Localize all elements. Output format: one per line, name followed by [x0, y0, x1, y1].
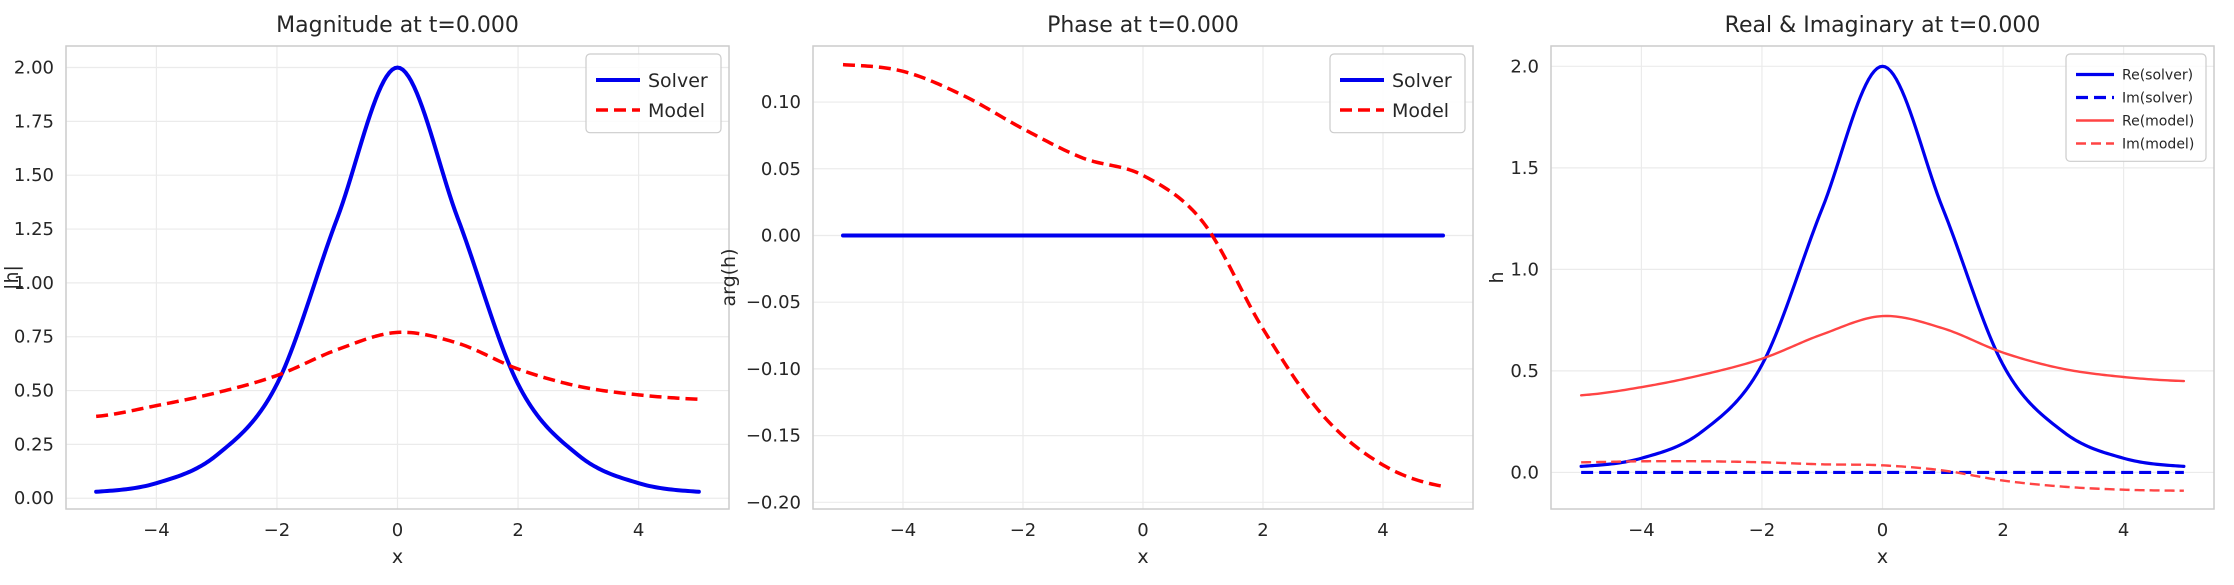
y-tick-label: −0.15 — [746, 426, 801, 447]
y-tick-label: 0.0 — [1510, 462, 1539, 483]
legend-label: Model — [648, 100, 705, 122]
y-tick-label: 1.00 — [14, 273, 54, 294]
legend: Re(solver) Im(solver) Re(model) Im(model) — [2065, 53, 2207, 162]
plot-frame — [812, 45, 1474, 510]
y-tick-label: 0.5 — [1510, 361, 1539, 382]
x-tick-label: −4 — [143, 520, 170, 541]
series-line-model — [842, 62, 1444, 489]
x-tick-label: −2 — [1010, 520, 1037, 541]
x-axis-label: x — [392, 546, 403, 568]
chart-panel-3: −4 −2 0 2 4 0.0 0.5 1.0 1.5 2.0 x h Real & Imaginary… — [1486, 13, 2215, 568]
legend-box — [2065, 53, 2207, 162]
x-axis-label: x — [1877, 546, 1888, 568]
chart-panel-1: −4 −2 0 2 4 0.00 0.25 0.50 0.75 1.00 1.25 1.50 1.75 2… — [1, 13, 730, 568]
x-tick-label: −2 — [264, 520, 291, 541]
legend-box — [585, 53, 722, 134]
x-tick-label: 4 — [633, 520, 644, 541]
legend-label: Solver — [1392, 70, 1452, 92]
legend: Solver Model — [585, 53, 722, 134]
y-tick-label: 0.50 — [14, 381, 54, 402]
y-axis-label: h — [1486, 271, 1508, 283]
x-tick-label: 0 — [1877, 520, 1888, 541]
y-tick-label: 1.50 — [14, 165, 54, 186]
y-tick-label: 1.0 — [1510, 259, 1539, 280]
y-tick-label: 0.00 — [14, 488, 54, 509]
y-tick-label: 2.0 — [1510, 56, 1539, 77]
y-tick-label: 1.25 — [14, 219, 54, 240]
x-tick-label: 4 — [1377, 520, 1388, 541]
y-tick-label: 2.00 — [14, 58, 54, 79]
chart-title: Phase at t=0.000 — [1047, 13, 1239, 38]
x-tick-label: 2 — [512, 520, 523, 541]
chart-title: Real & Imaginary at t=0.000 — [1725, 13, 2041, 38]
y-tick-label: −0.05 — [746, 292, 801, 313]
series-line-re-model — [1579, 314, 2186, 397]
chart-title: Magnitude at t=0.000 — [276, 13, 519, 38]
x-tick-label: 2 — [1997, 520, 2008, 541]
y-axis-label: arg(h) — [718, 248, 740, 306]
y-tick-label: 0.25 — [14, 434, 54, 455]
legend-label: Re(solver) — [2122, 68, 2193, 84]
x-tick-label: −4 — [890, 520, 917, 541]
y-tick-label: 0.05 — [761, 159, 801, 180]
series-line-solver — [94, 65, 701, 494]
y-tick-label: −0.20 — [746, 492, 801, 513]
y-tick-label: 1.75 — [14, 111, 54, 132]
y-tick-label: −0.10 — [746, 359, 801, 380]
x-tick-label: −2 — [1749, 520, 1776, 541]
x-tick-label: 4 — [2118, 520, 2129, 541]
x-tick-label: 0 — [1137, 520, 1148, 541]
x-tick-label: −4 — [1628, 520, 1655, 541]
legend: Solver Model — [1329, 53, 1466, 134]
y-tick-label: 1.5 — [1510, 158, 1539, 179]
y-axis-label: |h| — [1, 265, 23, 290]
y-tick-label: 0.10 — [761, 92, 801, 113]
series-line-re-solver — [1579, 64, 2186, 468]
x-tick-label: 2 — [1257, 520, 1268, 541]
chart-panel-2: −4 −2 0 2 4 −0.20 −0.15 −0.10 −0.05 0.00 0.05 0.10 x… — [718, 13, 1474, 568]
y-tick-label: 0.00 — [761, 225, 801, 246]
plot-frame — [65, 45, 730, 510]
legend-label: Solver — [648, 70, 708, 92]
legend-label: Im(model) — [2122, 137, 2194, 153]
x-axis-label: x — [1137, 546, 1148, 568]
series-line-im-model — [1581, 459, 2184, 492]
legend-label: Model — [1392, 100, 1449, 122]
legend-label: Re(model) — [2122, 114, 2194, 130]
plot-frame — [1550, 45, 2215, 510]
legend-label: Im(solver) — [2122, 91, 2193, 107]
y-tick-label: 0.75 — [14, 327, 54, 348]
legend-box — [1329, 53, 1466, 134]
x-tick-label: 0 — [392, 520, 403, 541]
series-line-model — [95, 330, 699, 419]
